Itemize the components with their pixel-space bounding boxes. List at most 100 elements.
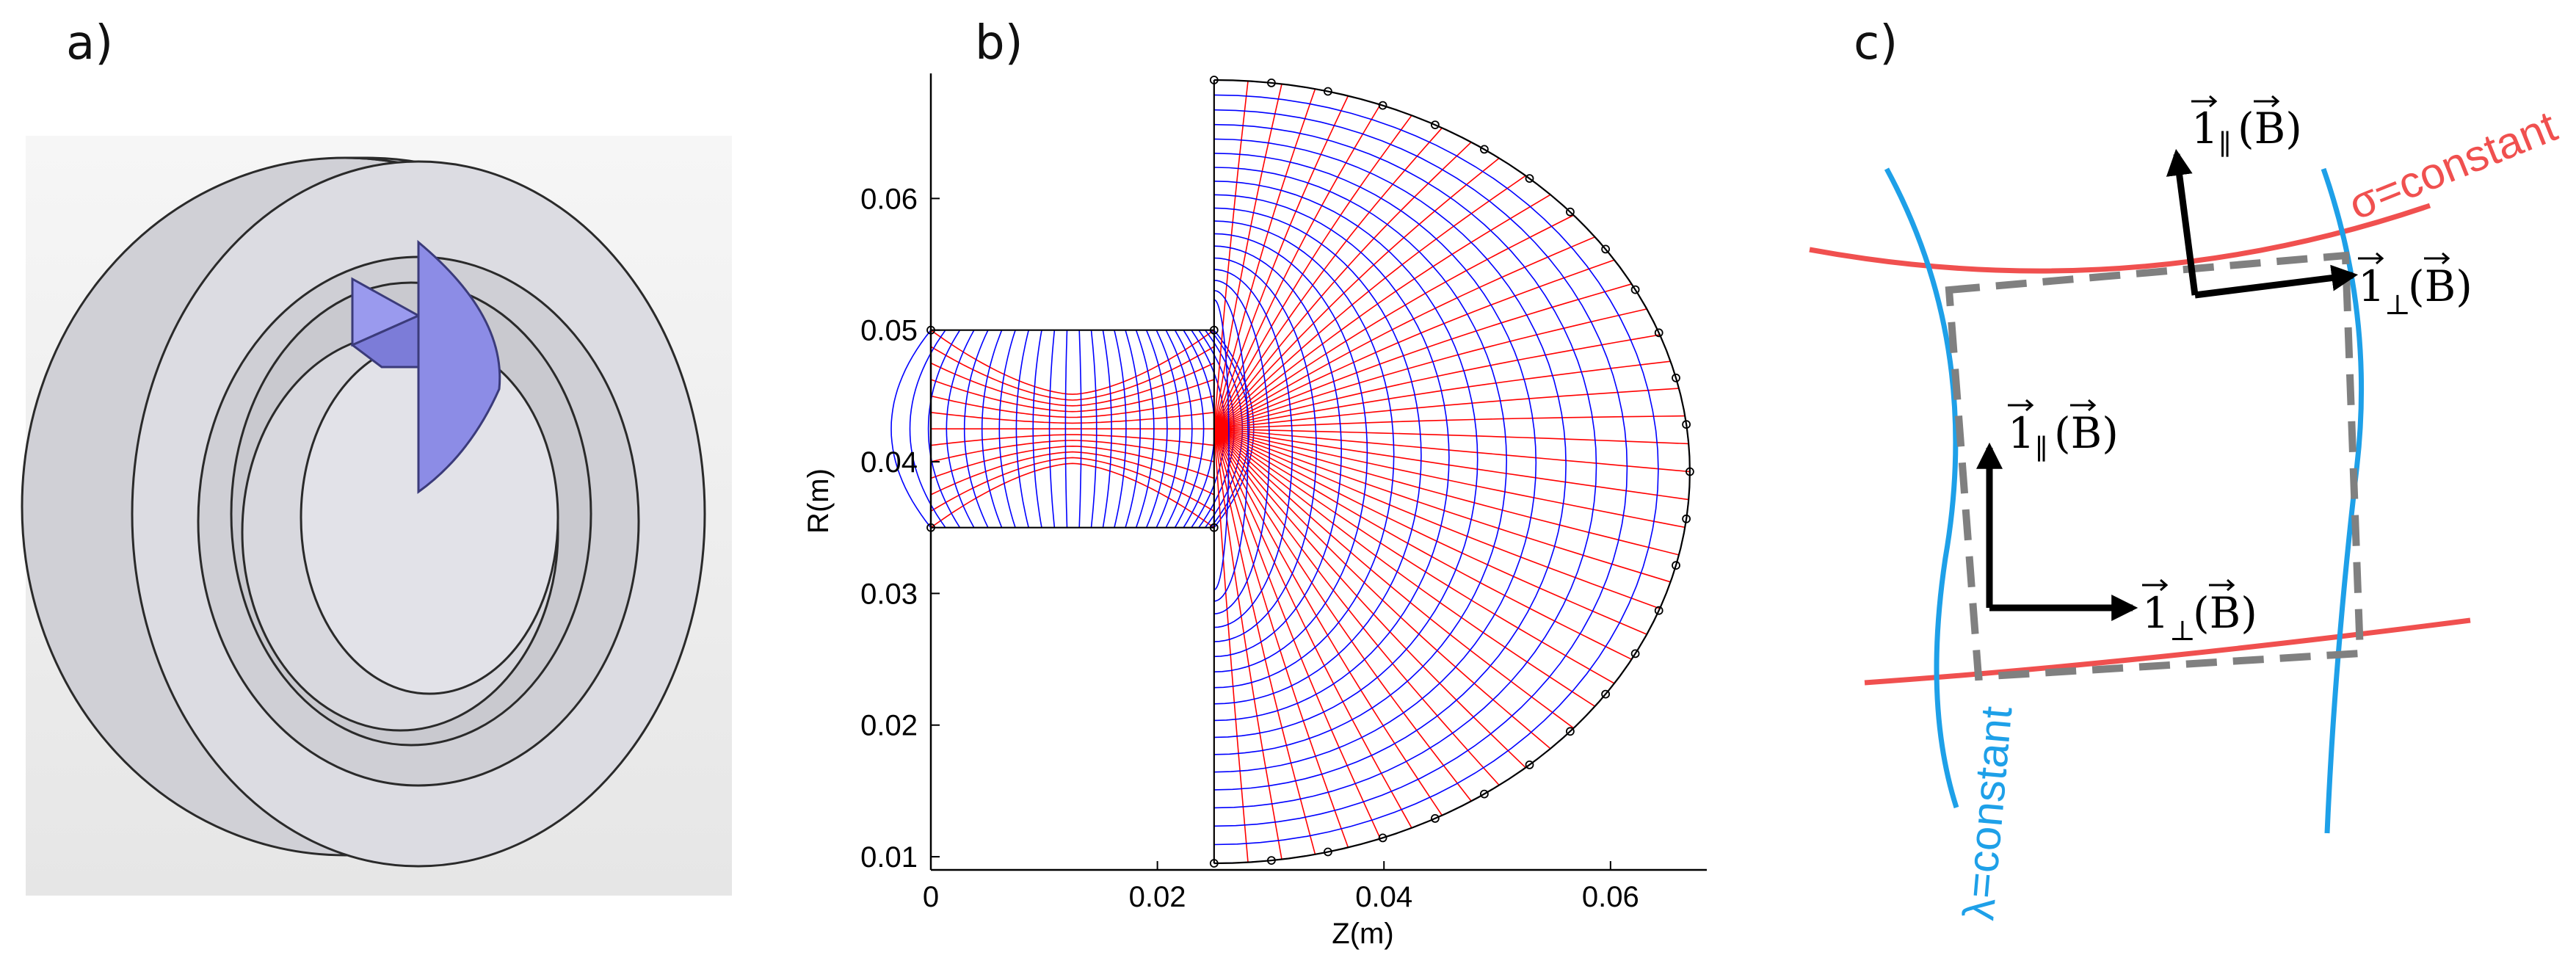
x-tick-label: 0.04 (1355, 881, 1412, 913)
mesh-line-red (930, 346, 1215, 401)
y-tick-label: 0.02 (860, 710, 918, 742)
mesh-line-red (930, 457, 1215, 512)
boundary-node (1630, 285, 1640, 294)
mesh-line-blue (1155, 330, 1181, 529)
mesh-line-blue (1102, 330, 1112, 528)
cell-outline (1945, 251, 2365, 681)
mesh-line-blue (1213, 138, 1567, 791)
lambda-label: λ=constant (1953, 704, 2021, 922)
mesh-line-blue (927, 330, 961, 529)
vec-field-arg: (B) (2193, 588, 2257, 638)
mesh-line-blue (1078, 330, 1082, 528)
mesh-line-blue (1213, 167, 1508, 755)
mesh-line-red (1213, 236, 1595, 429)
vec-one: 1 (2191, 104, 2218, 153)
panel-c-label: c) (1854, 16, 1898, 70)
boundary-node (1267, 856, 1276, 865)
mesh-line-blue (1210, 330, 1250, 529)
mesh-plot (890, 76, 1694, 868)
mesh-line-red (1213, 334, 1661, 429)
lambda-curve-right (2321, 167, 2365, 834)
mesh-line-red (930, 445, 1215, 479)
boundary-node (1601, 689, 1611, 699)
boundary-node (1324, 847, 1332, 857)
mesh-line-red (1213, 428, 1575, 729)
panel-a-label: a) (66, 16, 113, 70)
boundary-node (1672, 373, 1680, 382)
mesh-line-blue (963, 330, 989, 529)
mesh-line-red (1213, 88, 1316, 429)
y-tick-label: 0.01 (860, 841, 918, 874)
vec-one: 1 (2142, 588, 2169, 638)
label-perp-bottom: 1 ⊥ (B) (2142, 578, 2257, 647)
y-tick-label: 0.06 (860, 183, 918, 215)
mesh-line-red (1213, 428, 1500, 786)
arrow-perp-top (2194, 264, 2359, 299)
mesh-line-blue (1213, 123, 1597, 809)
mesh-line-red (1213, 415, 1686, 429)
panel-b: b) 0 0.02 0.04 0.06 0.01 0.02 0.03 0.04 0.05 0.06… (802, 16, 1707, 950)
boundary-node (1480, 145, 1489, 154)
mesh-line-red (1213, 104, 1381, 429)
mesh-line-red (1213, 283, 1632, 429)
vec-field-arg: (B) (2238, 104, 2302, 153)
boundary-node (1209, 325, 1219, 335)
vec-field-arg: (B) (2054, 408, 2119, 458)
mesh-line-blue (1213, 290, 1249, 602)
mesh-line-red (1213, 428, 1689, 445)
boundary-node (1525, 174, 1534, 184)
x-tick-label: 0.02 (1129, 881, 1186, 913)
mesh-line-red (1213, 428, 1526, 769)
mesh-line-red (1213, 428, 1661, 609)
vec-field-arg: (B) (2408, 261, 2472, 311)
mesh-line-red (1213, 429, 1249, 863)
toroidal-rings-render (21, 156, 706, 868)
mesh-line-blue (946, 330, 975, 529)
mesh-line-red (1213, 81, 1249, 429)
boundary-node (1378, 833, 1387, 843)
panel-b-label: b) (975, 16, 1023, 70)
mesh-line-red (1213, 95, 1349, 429)
mesh-line-red (1213, 429, 1282, 860)
mesh-line-blue (909, 330, 946, 529)
mesh-line-blue (1135, 330, 1155, 528)
mesh-line-red (1213, 360, 1671, 429)
mesh-line-blue (1213, 269, 1294, 628)
mesh-line-blue (1213, 233, 1368, 672)
mesh-line-red (930, 362, 1215, 407)
mesh-line-blue (1213, 109, 1628, 827)
mesh-line-red (1213, 428, 1381, 839)
mesh-line-red (1213, 428, 1689, 501)
boundary-node (1682, 514, 1691, 523)
mesh-line-red (1213, 84, 1282, 429)
mesh-line-red (1213, 428, 1472, 802)
mesh-line-red (1213, 428, 1690, 473)
boundary-node (1630, 649, 1640, 658)
mesh-line-red (930, 440, 1214, 462)
vec-one: 1 (2358, 261, 2385, 311)
mesh-line-blue (1165, 330, 1193, 529)
mesh-line-red (1213, 428, 1349, 848)
boundary-node (1682, 420, 1691, 429)
mesh-line-red (1213, 428, 1596, 707)
mesh-line-blue (1064, 330, 1068, 528)
mesh-line-blue (1032, 330, 1042, 528)
boundary-node (1324, 87, 1332, 96)
mesh-line-blue (1015, 330, 1029, 528)
boundary-node (1525, 761, 1534, 769)
sigma-curve-bottom (1864, 617, 2471, 686)
mesh-line-red (1213, 428, 1412, 829)
boundary-node (1654, 606, 1663, 615)
mesh-line-blue (1213, 181, 1479, 739)
y-axis-label: R(m) (802, 468, 835, 534)
y-tick-label: 0.04 (860, 446, 918, 479)
mesh-line-red (1213, 157, 1500, 429)
mesh-line-red (930, 395, 1214, 418)
boundary-node (1209, 859, 1219, 868)
label-perp-top: 1 ⊥ (B) (2358, 252, 2472, 321)
boundary-node (1209, 523, 1219, 532)
mesh-line-red (930, 379, 1215, 413)
label-parallel-bottom: 1 ∥ (B) (2008, 399, 2119, 465)
mesh-line-red (1213, 115, 1412, 429)
